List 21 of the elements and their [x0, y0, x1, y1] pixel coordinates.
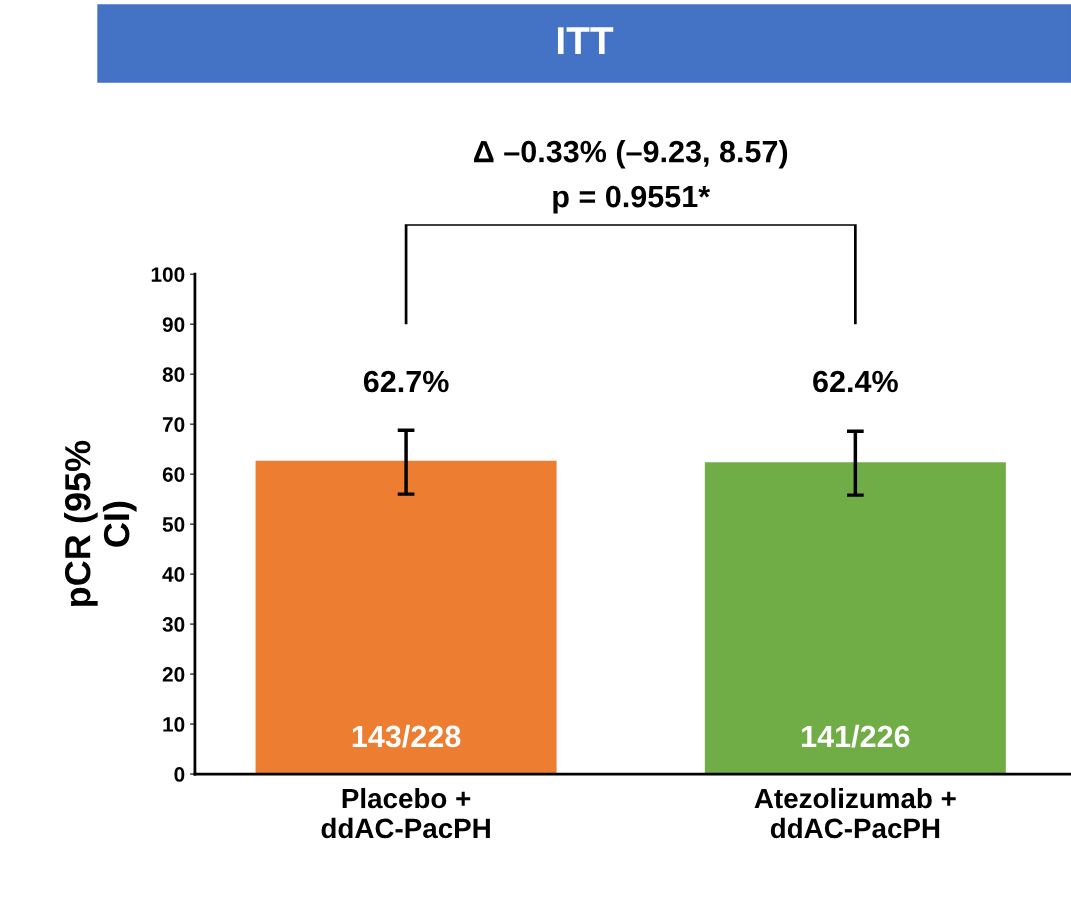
y-tick-label: 30	[162, 617, 185, 632]
x-tick-label: Atezolizumab + ddAC-PacPH	[754, 787, 956, 839]
annotation: 143/228	[352, 724, 461, 748]
y-tick-label: 100	[151, 267, 185, 282]
chart-title: ITT	[557, 27, 614, 55]
y-tick-label: 20	[162, 667, 185, 682]
data-label: 62.4%	[813, 370, 898, 393]
y-axis-title: pCR (95% CI)	[64, 440, 137, 607]
annotation: 141/226	[802, 724, 910, 748]
y-tick-label: 90	[162, 317, 185, 332]
y-tick-label: 60	[162, 467, 185, 482]
y-tick-label: 0	[174, 767, 185, 782]
y-tick-label: 70	[162, 417, 185, 432]
y-tick-label: 40	[162, 567, 185, 582]
y-tick-label: 50	[162, 517, 185, 532]
text: Δ –0.33% (–9.23, 8.57)	[474, 139, 788, 169]
y-tick-label: 10	[163, 717, 185, 732]
data-label: 62.7%	[363, 370, 449, 393]
y-tick-label: 80	[162, 367, 185, 382]
text: p = 0.9551*	[553, 185, 711, 214]
x-tick-label: Placebo + ddAC-PacPH	[321, 787, 490, 839]
